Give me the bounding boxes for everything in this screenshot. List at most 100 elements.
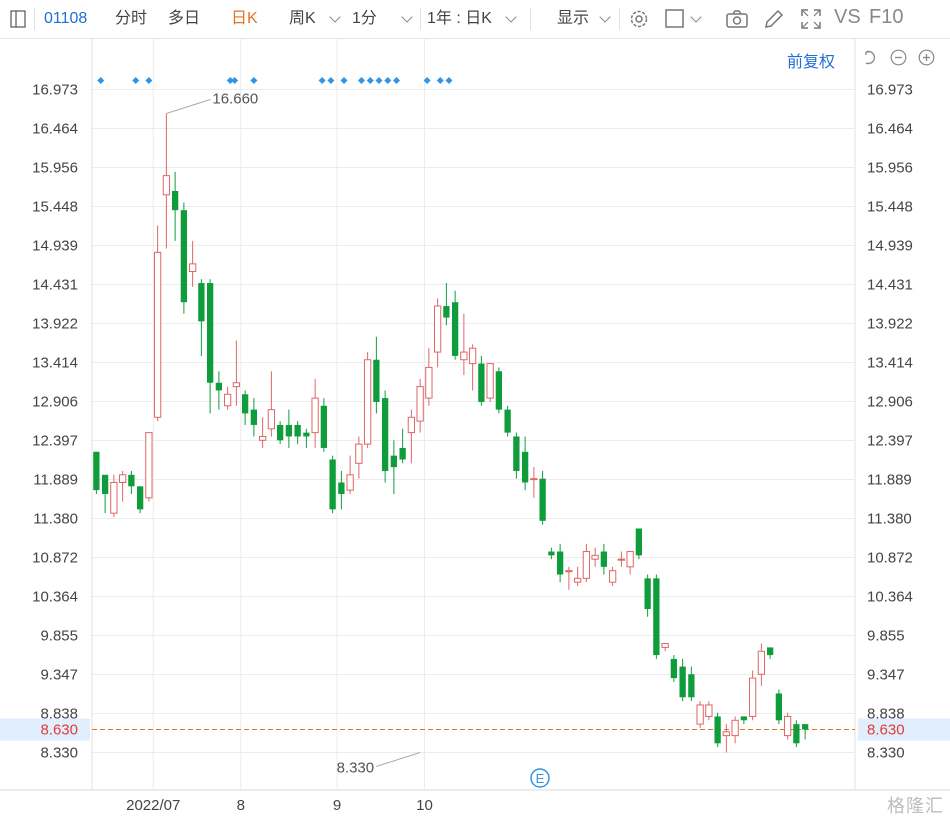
y-tick-label-left: 9.347 bbox=[40, 666, 78, 683]
candle-body bbox=[171, 190, 179, 211]
candle-body bbox=[731, 719, 739, 737]
y-tick-label-right: 8.838 bbox=[867, 706, 905, 723]
candle-body bbox=[530, 478, 538, 481]
y-tick-label-right: 9.347 bbox=[867, 666, 905, 683]
chevron-down-icon[interactable] bbox=[505, 11, 517, 23]
toolbar-divider bbox=[34, 8, 35, 30]
chevron-down-icon[interactable] bbox=[329, 11, 341, 23]
y-tick-label-left: 10.364 bbox=[32, 588, 78, 605]
y-tick-label-left: 13.922 bbox=[32, 316, 78, 333]
y-tick-label-right: 10.872 bbox=[867, 550, 913, 567]
tab-daily-k[interactable]: 日K bbox=[231, 10, 258, 27]
y-tick-label-left: 13.414 bbox=[32, 355, 78, 372]
watermark: 格隆汇 bbox=[887, 796, 944, 816]
current-price-label-left: 8.630 bbox=[40, 721, 78, 738]
candle-body bbox=[766, 647, 774, 656]
zoom-out-icon[interactable] bbox=[890, 49, 907, 66]
candle-body bbox=[748, 677, 757, 717]
candle-body bbox=[486, 363, 494, 399]
event-marker-icon bbox=[375, 77, 383, 84]
y-tick-label-left: 12.397 bbox=[32, 433, 78, 450]
adjust-mode-button[interactable]: 前复权 bbox=[787, 54, 836, 71]
period-select[interactable]: 1年 : 日K bbox=[427, 10, 492, 27]
candle-body bbox=[644, 578, 651, 610]
candle-body bbox=[276, 424, 284, 441]
chevron-down-icon[interactable] bbox=[599, 11, 611, 23]
event-marker-icon bbox=[393, 77, 400, 84]
candle-body bbox=[468, 347, 477, 365]
chevron-down-icon[interactable] bbox=[690, 11, 702, 23]
candle-body bbox=[390, 455, 398, 468]
candle-body bbox=[635, 528, 643, 556]
stock-code[interactable]: 01108 bbox=[44, 10, 88, 27]
event-circle-icon bbox=[530, 768, 550, 788]
event-marker-icon bbox=[384, 77, 392, 84]
candle-body bbox=[128, 474, 135, 487]
event-marker-icon bbox=[327, 77, 335, 84]
candle-body bbox=[573, 577, 582, 583]
y-tick-label-left: 16.464 bbox=[32, 121, 78, 138]
candle-body bbox=[258, 435, 267, 441]
candle-body bbox=[241, 394, 249, 414]
candle-body bbox=[188, 263, 197, 273]
tab-intraday[interactable]: 分时 bbox=[115, 10, 148, 27]
candle-body bbox=[162, 175, 171, 196]
y-tick-label-left: 12.906 bbox=[32, 393, 78, 410]
event-marker-icon bbox=[366, 77, 374, 84]
current-price-label-bg-left bbox=[0, 718, 90, 741]
tab-weekly-k[interactable]: 周K bbox=[289, 10, 316, 27]
candle-body bbox=[740, 716, 748, 721]
candle-body bbox=[338, 482, 345, 494]
candle-body bbox=[320, 405, 328, 448]
tab-1-minute[interactable]: 1分 bbox=[352, 10, 377, 27]
pencil-icon[interactable] bbox=[762, 7, 786, 31]
event-marker-icon bbox=[445, 77, 453, 84]
vs-button[interactable]: VS bbox=[834, 6, 861, 28]
chevron-down-icon[interactable] bbox=[401, 11, 413, 23]
gear-icon[interactable] bbox=[627, 7, 651, 31]
candle-body bbox=[801, 724, 809, 730]
f10-button[interactable]: F10 bbox=[869, 6, 904, 28]
square-icon[interactable] bbox=[663, 7, 687, 31]
candle-body bbox=[250, 409, 258, 425]
candle-body bbox=[775, 693, 783, 721]
toolbar-divider bbox=[530, 8, 531, 30]
candle-body bbox=[548, 551, 555, 556]
event-marker-icon bbox=[231, 77, 239, 84]
candle-body bbox=[110, 481, 118, 514]
y-tick-label-left: 14.939 bbox=[32, 238, 78, 255]
fullscreen-icon[interactable] bbox=[799, 7, 823, 31]
candle-body bbox=[443, 306, 450, 318]
undo-icon[interactable] bbox=[862, 49, 879, 66]
candle-body bbox=[267, 409, 276, 430]
x-tick-label: 10 bbox=[416, 797, 433, 814]
y-tick-label-left: 11.889 bbox=[33, 471, 78, 488]
y-tick-label-right: 14.939 bbox=[867, 238, 913, 255]
candle-body bbox=[705, 704, 713, 717]
tab-multi-day[interactable]: 多日 bbox=[168, 10, 201, 27]
candle-body bbox=[757, 650, 766, 675]
display-menu[interactable]: 显示 bbox=[557, 10, 590, 27]
y-tick-label-right: 9.855 bbox=[867, 628, 905, 645]
candle-body bbox=[653, 578, 660, 656]
event-circle-label: E bbox=[536, 771, 545, 786]
y-tick-label-left: 11.380 bbox=[33, 511, 78, 528]
candle-body bbox=[215, 382, 223, 391]
candle-body bbox=[425, 366, 433, 399]
event-marker-icon bbox=[318, 77, 326, 84]
candle-body bbox=[118, 474, 127, 483]
candle-body bbox=[93, 451, 100, 491]
zoom-in-icon[interactable] bbox=[918, 49, 935, 66]
camera-icon[interactable] bbox=[725, 7, 749, 31]
candlestick-chart[interactable]: 16.973 16.973 16.464 16.464 15.956 15.956 15.4… bbox=[0, 39, 950, 822]
current-price-label-right: 8.630 bbox=[867, 721, 905, 738]
candle-body bbox=[433, 305, 442, 353]
sidebar-toggle-icon[interactable] bbox=[6, 7, 30, 31]
candle-body bbox=[556, 551, 564, 575]
y-tick-label-right: 16.464 bbox=[867, 121, 913, 138]
event-marker-icon bbox=[340, 77, 348, 84]
candle-body bbox=[582, 551, 591, 579]
y-tick-label-left: 9.855 bbox=[40, 628, 78, 645]
candle-body bbox=[363, 359, 372, 445]
current-price-label-bg-right bbox=[858, 718, 950, 741]
